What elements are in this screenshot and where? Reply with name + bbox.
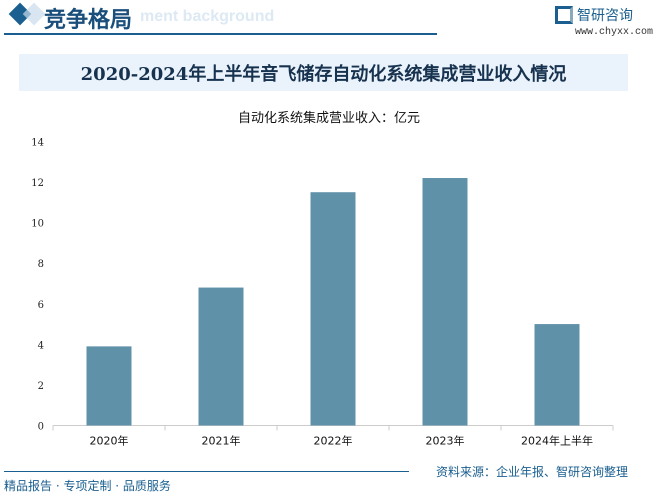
x-tick-label: 2023年	[426, 434, 465, 448]
section-title: 竞争格局	[44, 7, 133, 33]
brand-logo: 智研咨询	[555, 5, 633, 25]
x-tick-label: 2020年	[90, 434, 129, 448]
header-divider	[4, 33, 437, 35]
logo-icon	[555, 6, 573, 24]
bar	[422, 178, 468, 426]
bar	[534, 324, 580, 426]
y-tick-label: 12	[31, 178, 44, 189]
y-tick-label: 14	[31, 138, 44, 149]
x-tick-label: 2024年上半年	[521, 434, 593, 448]
x-tick-label: 2022年	[314, 434, 353, 448]
chart-subtitle: 自动化系统集成营业收入：亿元	[237, 111, 420, 126]
logo-url: www.chyxx.com	[575, 27, 654, 38]
footer-divider	[4, 471, 409, 472]
bar	[310, 192, 356, 426]
y-tick-label: 6	[38, 300, 44, 311]
y-tick-label: 10	[31, 219, 44, 230]
chart-title: 2020-2024年上半年音飞储存自动化系统集成营业收入情况	[19, 54, 628, 91]
bar	[198, 287, 244, 426]
y-tick-label: 2	[38, 381, 44, 392]
footer-slogan: 精品报告 · 专项定制 · 品质服务	[4, 479, 171, 493]
logo-text: 智研咨询	[577, 8, 633, 24]
y-tick-label: 8	[38, 259, 44, 270]
bar	[86, 346, 132, 426]
footer-source: 资料来源：企业年报、智研咨询整理	[436, 465, 629, 479]
y-tick-label: 0	[38, 422, 44, 433]
x-tick-label: 2021年	[202, 434, 241, 448]
header-bg-text: ment background	[140, 8, 275, 25]
y-tick-label: 4	[38, 340, 44, 351]
